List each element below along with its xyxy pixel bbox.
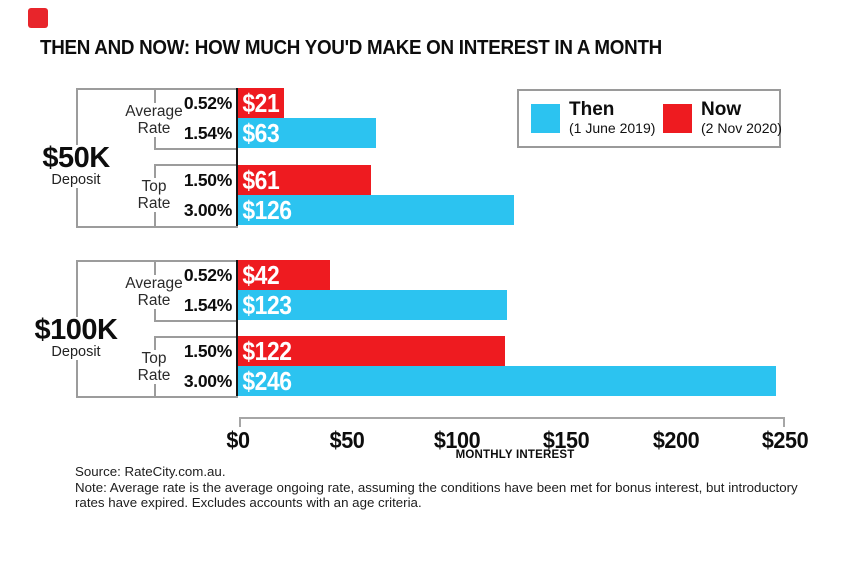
deposit-caption: Deposit (51, 172, 101, 188)
rate-type-label: Average Rate (122, 275, 186, 309)
bracket-pair2-top-line (154, 336, 238, 338)
footer-notes: Source: RateCity.com.au. Note: Average r… (75, 464, 820, 511)
bar-then-50k-avg: $63 (238, 118, 376, 148)
bracket-top-line (76, 88, 238, 90)
bracket-pair1-bottom-line (154, 148, 238, 150)
deposit-group-100k: $100K Deposit Average Rate 0.52% $42 1.54% $123… (0, 260, 862, 398)
rate-type-label: Top Rate (122, 178, 186, 212)
rate-type-label: Average Rate (122, 103, 186, 137)
bracket-pair1-bottom-line (154, 320, 238, 322)
deposit-label-100k: $100K Deposit (24, 314, 128, 360)
x-axis-title: MONTHLY INTEREST (455, 449, 575, 461)
deposit-label-50k: $50K Deposit (24, 142, 128, 188)
rate-type-label-line: Rate (137, 120, 171, 137)
rate-percent-label: 1.50% (183, 341, 232, 361)
chart-title: THEN AND NOW: HOW MUCH YOU'D MAKE ON INT… (40, 37, 662, 59)
brand-logo-mark (28, 8, 48, 28)
rate-type-label-line: Average (125, 103, 183, 120)
x-tick-label: $150 (543, 427, 590, 453)
x-tick-label: $0 (226, 427, 250, 453)
rate-type-label-line: Rate (137, 367, 171, 384)
legend-box: Then (1 June 2019) Now (2 Nov 2020) (517, 89, 782, 148)
bar-value-label: $42 (242, 260, 280, 290)
bar-then-100k-avg: $123 (238, 290, 507, 320)
legend-then-label: Then (569, 99, 615, 120)
bar-then-50k-top: $126 (238, 195, 514, 225)
x-axis-right-cap (783, 417, 785, 427)
bar-value-label: $126 (242, 195, 292, 225)
rate-type-label-line: Rate (137, 292, 171, 309)
rate-type-label-line: Rate (137, 195, 171, 212)
bracket-pair2-top-line (154, 164, 238, 166)
legend-now-label: Now (701, 99, 742, 120)
rate-percent-label: 0.52% (183, 265, 232, 285)
bar-now-100k-avg: $42 (238, 260, 330, 290)
x-tick-label: $250 (761, 427, 809, 453)
x-axis-left-cap (239, 417, 241, 427)
rate-percent-label: 1.54% (183, 295, 232, 315)
bracket-top-line (76, 260, 238, 262)
bar-value-label: $123 (242, 290, 292, 320)
bar-then-100k-top: $246 (238, 366, 776, 396)
deposit-group-50k: $50K Deposit Average Rate 0.52% $21 1.54% $63 To… (0, 88, 862, 228)
source-note: Source: RateCity.com.au. (75, 464, 226, 479)
rate-percent-label: 3.00% (183, 200, 232, 220)
bar-value-label: $246 (242, 366, 292, 396)
legend-then-sublabel: (1 June 2019) (569, 120, 656, 136)
legend-now-swatch (663, 104, 692, 133)
x-tick-label: $100 (433, 427, 481, 453)
bar-now-50k-avg: $21 (238, 88, 284, 118)
bar-value-label: $61 (242, 165, 280, 195)
bar-now-100k-top: $122 (238, 336, 505, 366)
bracket-bottom-line (76, 396, 238, 398)
rate-type-label: Top Rate (122, 350, 186, 384)
rate-type-label-line: Average (125, 275, 183, 292)
deposit-amount: $50K (42, 142, 110, 174)
deposit-amount: $100K (34, 314, 118, 346)
methodology-note: Note: Average rate is the average ongoin… (75, 479, 798, 511)
rate-percent-label: 0.52% (183, 93, 232, 113)
zero-baseline (236, 88, 238, 226)
rate-percent-label: 3.00% (183, 371, 232, 391)
legend-now-sublabel: (2 Nov 2020) (701, 120, 782, 136)
bracket-bottom-line (76, 226, 238, 228)
rate-type-label-line: Top (141, 178, 167, 195)
bar-value-label: $63 (242, 118, 280, 148)
zero-baseline (236, 260, 238, 396)
legend-then-swatch (531, 104, 560, 133)
x-tick-label: $200 (652, 427, 699, 453)
rate-percent-label: 1.54% (183, 123, 232, 143)
bar-value-label: $21 (242, 88, 280, 118)
deposit-caption: Deposit (51, 344, 101, 360)
bar-value-label: $122 (242, 336, 292, 366)
x-axis-line (239, 417, 785, 419)
bar-now-50k-top: $61 (238, 165, 371, 195)
x-tick-label: $50 (330, 427, 365, 453)
rate-type-label-line: Top (141, 350, 167, 367)
rate-percent-label: 1.50% (183, 170, 232, 190)
